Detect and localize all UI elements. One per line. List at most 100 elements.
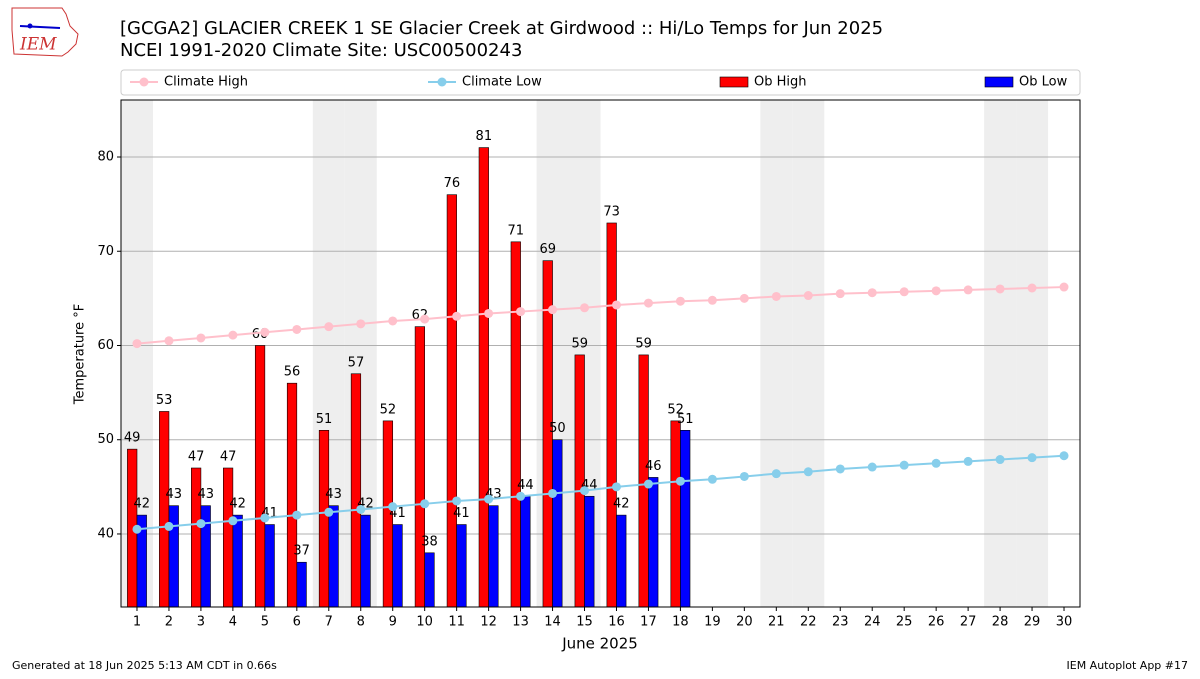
marker [739, 293, 749, 303]
bar [424, 552, 435, 608]
bar [286, 382, 298, 608]
marker [995, 455, 1005, 465]
marker [484, 308, 494, 318]
legend-label: Ob Low [1019, 75, 1068, 90]
data-label: 43 [197, 487, 214, 502]
data-label: 56 [284, 365, 301, 380]
data-label: 59 [571, 336, 588, 351]
x-tick-label: 19 [704, 615, 721, 630]
bar [264, 524, 275, 608]
marker [1059, 282, 1069, 292]
data-label: 81 [476, 129, 493, 144]
marker [388, 316, 398, 326]
x-tick-label: 13 [512, 615, 529, 630]
bar [328, 505, 339, 608]
x-tick-label: 6 [293, 615, 301, 630]
data-label: 50 [549, 421, 566, 436]
data-label: 44 [517, 478, 534, 493]
marker [292, 510, 302, 520]
bar [296, 561, 307, 608]
x-tick-label: 15 [576, 615, 593, 630]
highlight-band [760, 100, 793, 607]
bar [616, 514, 627, 608]
logo-line [19, 25, 61, 29]
x-tick-label: 23 [832, 615, 849, 630]
marker [995, 284, 1005, 294]
marker [580, 303, 590, 313]
bar [552, 439, 563, 608]
data-label: 47 [220, 449, 237, 464]
marker [324, 322, 334, 332]
legend-swatch [139, 77, 149, 87]
legend-swatch [719, 76, 749, 88]
x-tick-label: 3 [197, 615, 205, 630]
legend-label: Climate High [164, 75, 248, 90]
data-label: 37 [293, 544, 310, 559]
bar [254, 345, 266, 608]
footer-left: Generated at 18 Jun 2025 5:13 AM CDT in … [12, 659, 277, 672]
bar [350, 373, 362, 608]
data-label: 59 [635, 336, 652, 351]
marker [867, 462, 877, 472]
marker [260, 513, 270, 523]
data-label: 51 [316, 412, 333, 427]
bar [520, 495, 531, 608]
marker [292, 324, 302, 334]
marker [452, 496, 462, 506]
highlight-band [1016, 100, 1049, 607]
x-tick-label: 27 [960, 615, 977, 630]
x-tick-label: 11 [448, 615, 465, 630]
x-tick-label: 4 [229, 615, 237, 630]
marker [260, 327, 270, 337]
marker [803, 291, 813, 301]
x-axis-label: June 2025 [561, 635, 638, 653]
x-tick-label: 16 [608, 615, 625, 630]
marker [835, 289, 845, 299]
bar [606, 222, 617, 608]
x-tick-label: 17 [640, 615, 657, 630]
data-label: 52 [380, 402, 397, 417]
bar [318, 430, 330, 608]
bar [159, 411, 170, 608]
x-tick-label: 20 [736, 615, 753, 630]
y-tick-label: 80 [97, 150, 114, 165]
y-tick-label: 50 [97, 432, 114, 447]
x-tick-label: 1 [133, 615, 141, 630]
marker [420, 499, 430, 509]
bar [456, 524, 467, 608]
logo-text: IEM [19, 35, 57, 55]
data-label: 51 [677, 412, 694, 427]
marker [771, 469, 781, 479]
x-tick-label: 2 [165, 615, 173, 630]
marker [164, 521, 174, 531]
bar [584, 495, 595, 608]
bar [670, 420, 681, 608]
marker [196, 333, 206, 343]
y-axis-label: Temperature °F [73, 304, 88, 405]
marker [164, 336, 174, 346]
data-label: 76 [444, 176, 461, 191]
marker [1027, 283, 1037, 293]
x-tick-label: 18 [672, 615, 689, 630]
marker [324, 507, 334, 517]
legend-swatch [984, 76, 1014, 88]
marker [931, 458, 941, 468]
marker [356, 319, 366, 329]
data-label: 53 [156, 393, 173, 408]
bar [222, 467, 234, 608]
logo: IEM [11, 7, 79, 57]
data-label: 42 [229, 497, 246, 512]
highlight-band [792, 100, 825, 607]
marker [931, 286, 941, 296]
legend-swatch [437, 77, 447, 87]
bar [680, 430, 691, 608]
marker [739, 471, 749, 481]
chart-title: [GCGA2] GLACIER CREEK 1 SE Glacier Creek… [120, 18, 883, 39]
footer-right: IEM Autoplot App #17 [1067, 659, 1189, 672]
x-tick-label: 7 [325, 615, 333, 630]
marker [548, 488, 558, 498]
y-tick-label: 40 [97, 526, 114, 541]
marker [771, 291, 781, 301]
bar [168, 505, 179, 608]
